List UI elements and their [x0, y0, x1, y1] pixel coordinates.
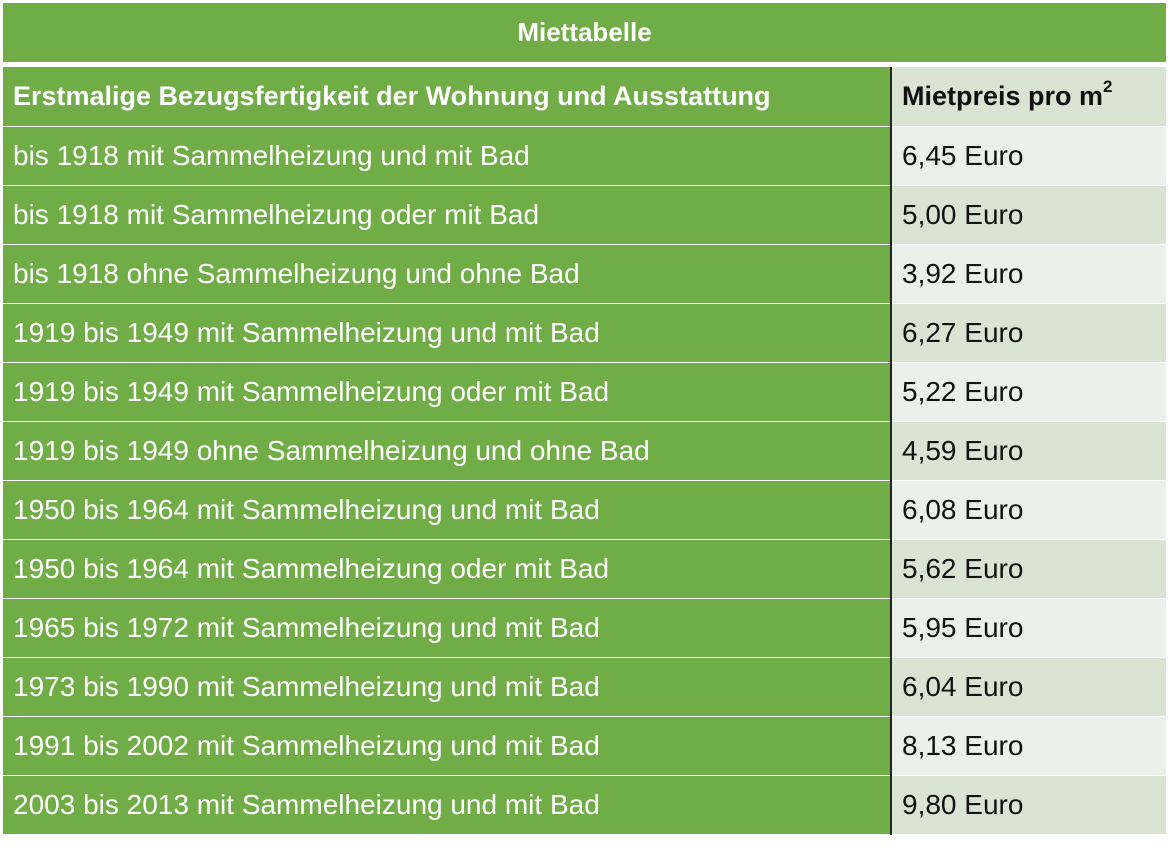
row-price: 6,08 Euro — [891, 480, 1166, 540]
header-price-label: Mietpreis pro m — [902, 81, 1104, 112]
row-label: 1919 bis 1949 ohne Sammelheizung und ohn… — [3, 421, 892, 481]
row-label: 1950 bis 1964 mit Sammelheizung und mit … — [3, 480, 892, 540]
table-row: 1919 bis 1949 mit Sammelheizung oder mit… — [3, 362, 1166, 422]
row-price: 9,80 Euro — [891, 775, 1166, 835]
table-row: bis 1918 ohne Sammelheizung und ohne Bad… — [3, 244, 1166, 304]
table-row: 1950 bis 1964 mit Sammelheizung oder mit… — [3, 539, 1166, 599]
header-row: Erstmalige Bezugsfertigkeit der Wohnung … — [3, 67, 1166, 127]
header-price-superscript: 2 — [1103, 77, 1113, 97]
table-row: 1991 bis 2002 mit Sammelheizung und mit … — [3, 716, 1166, 776]
table-row: bis 1918 mit Sammelheizung oder mit Bad 5… — [3, 185, 1166, 245]
row-label: 1973 bis 1990 mit Sammelheizung und mit … — [3, 657, 892, 717]
row-label: bis 1918 ohne Sammelheizung und ohne Bad — [3, 244, 892, 304]
row-price: 5,95 Euro — [891, 598, 1166, 658]
table-row: 1919 bis 1949 ohne Sammelheizung und ohn… — [3, 421, 1166, 481]
row-price: 3,92 Euro — [891, 244, 1166, 304]
row-price: 6,45 Euro — [891, 126, 1166, 186]
row-price: 8,13 Euro — [891, 716, 1166, 776]
row-price: 6,04 Euro — [891, 657, 1166, 717]
row-label: 2003 bis 2013 mit Sammelheizung und mit … — [3, 775, 892, 835]
table-row: 1919 bis 1949 mit Sammelheizung und mit … — [3, 303, 1166, 363]
table-row: 1950 bis 1964 mit Sammelheizung und mit … — [3, 480, 1166, 540]
row-price: 5,62 Euro — [891, 539, 1166, 599]
table-body: bis 1918 mit Sammelheizung und mit Bad 6,… — [3, 126, 1166, 835]
header-period-equipment: Erstmalige Bezugsfertigkeit der Wohnung … — [3, 67, 892, 127]
row-label: bis 1918 mit Sammelheizung und mit Bad — [3, 126, 892, 186]
table-title: Miettabelle — [3, 3, 1166, 67]
table-row: 1973 bis 1990 mit Sammelheizung und mit … — [3, 657, 1166, 717]
rent-table: Erstmalige Bezugsfertigkeit der Wohnung … — [3, 67, 1166, 835]
row-label: 1950 bis 1964 mit Sammelheizung oder mit… — [3, 539, 892, 599]
rent-table-sheet: Miettabelle Erstmalige Bezugsfertigkeit … — [3, 3, 1166, 835]
row-price: 5,22 Euro — [891, 362, 1166, 422]
table-row: 1965 bis 1972 mit Sammelheizung und mit … — [3, 598, 1166, 658]
row-label: bis 1918 mit Sammelheizung oder mit Bad — [3, 185, 892, 245]
row-label: 1919 bis 1949 mit Sammelheizung oder mit… — [3, 362, 892, 422]
row-price: 6,27 Euro — [891, 303, 1166, 363]
header-price-per-sqm: Mietpreis pro m2 — [891, 67, 1166, 127]
row-price: 4,59 Euro — [891, 421, 1166, 481]
row-label: 1919 bis 1949 mit Sammelheizung und mit … — [3, 303, 892, 363]
row-price: 5,00 Euro — [891, 185, 1166, 245]
table-row: 2003 bis 2013 mit Sammelheizung und mit … — [3, 775, 1166, 835]
row-label: 1991 bis 2002 mit Sammelheizung und mit … — [3, 716, 892, 776]
table-row: bis 1918 mit Sammelheizung und mit Bad 6,… — [3, 126, 1166, 186]
row-label: 1965 bis 1972 mit Sammelheizung und mit … — [3, 598, 892, 658]
